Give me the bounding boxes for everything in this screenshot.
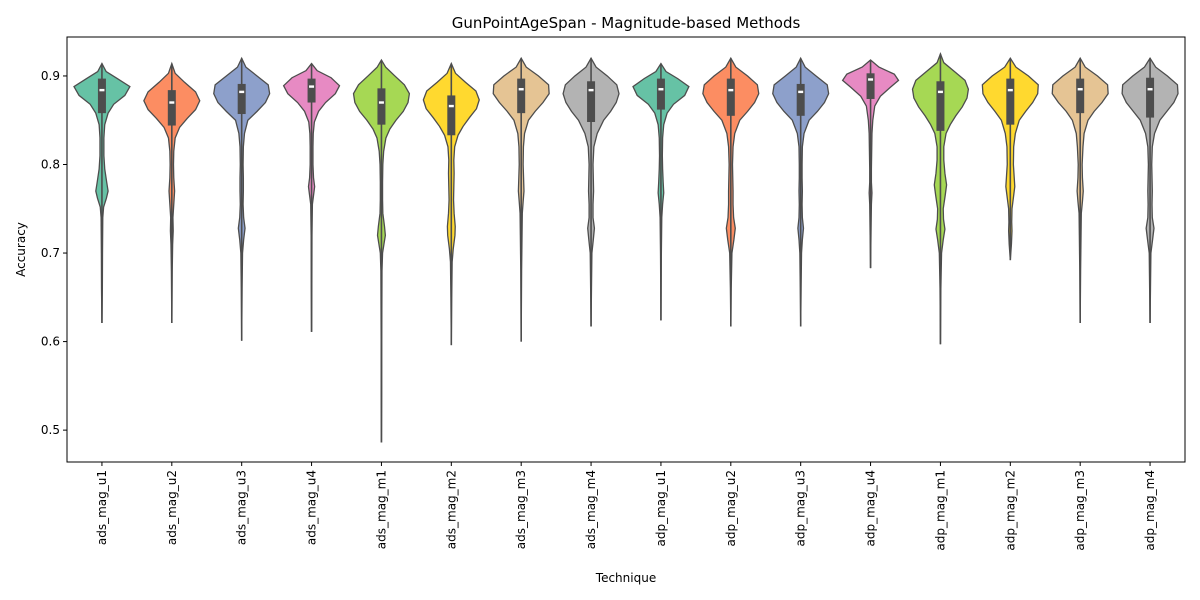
violin-ads_mag_u3 [213,56,271,341]
x-axis-label: Technique [595,571,656,585]
y-tick-label: 0.9 [41,69,60,83]
y-axis: 0.5 0.6 0.7 0.8 0.9 [41,69,67,437]
violin-ads_mag_u1 [73,62,131,323]
y-tick-label: 0.5 [41,423,60,437]
violin-iqr-box [517,78,526,114]
x-tick-label: adp_mag_u1 [654,470,668,547]
violin-iqr-box [796,83,805,116]
violin-iqr-box [307,78,316,103]
violin-ads_mag_u2 [143,61,201,323]
chart-title: GunPointAgeSpan - Magnitude-based Method… [452,14,801,32]
violin-median [239,90,245,94]
violin-adp_mag_u3 [772,56,830,327]
violin-median [1147,88,1153,91]
violin-iqr-box [377,88,386,125]
violin-median [309,85,315,88]
violin-ads_mag_m1 [352,58,411,443]
violin-iqr-box [167,90,176,126]
x-tick-label: ads_mag_u3 [235,470,249,545]
y-tick-label: 0.7 [41,246,60,260]
violin-ads_mag_m3 [492,56,550,342]
x-tick-label: adp_mag_u4 [864,470,878,547]
x-tick-label: ads_mag_u1 [95,470,109,545]
y-axis-label: Accuracy [14,222,28,277]
violin-median [937,90,943,94]
violin-iqr-box [97,78,106,114]
violin-iqr-box [656,78,665,110]
x-tick-label: adp_mag_m3 [1073,470,1087,551]
violin-median [1007,88,1013,92]
x-tick-label: ads_mag_m2 [444,470,458,549]
violin-adp_mag_m4 [1121,57,1179,323]
violin-adp_mag_m3 [1051,56,1109,323]
violin-iqr-box [1006,78,1015,125]
violin-adp_mag_u2 [702,56,760,327]
violin-median [728,88,734,92]
violin-median [1077,88,1083,91]
x-tick-label: adp_mag_m1 [933,470,947,551]
violin-adp_mag_u4 [841,59,900,269]
x-tick-label: ads_mag_m3 [514,470,528,549]
violin-adp_mag_u1 [632,62,690,321]
violin-median [658,88,664,91]
violin-iqr-box [447,95,456,136]
violin-median [448,104,454,108]
violin-median [99,88,105,92]
violin-ads_mag_m2 [422,61,480,346]
x-tick-label: adp_mag_u3 [794,470,808,547]
violin-iqr-box [726,78,735,116]
violin-ads_mag_m4 [562,56,620,327]
violin-iqr-box [1076,78,1085,114]
x-tick-label: adp_mag_m4 [1143,470,1157,551]
x-tick-label: ads_mag_u2 [165,470,179,545]
x-tick-label: ads_mag_u4 [305,470,319,545]
violin-median [798,90,804,94]
x-tick-label: ads_mag_m1 [374,470,388,549]
violin-median [169,101,175,104]
violin-median [518,88,524,91]
plot-area [73,51,1179,443]
x-axis: ads_mag_u1 ads_mag_u2 ads_mag_u3 ads_mag_u4… [95,462,1157,551]
violin-iqr-box [936,81,945,131]
violin-adp_mag_m2 [981,57,1039,261]
violin-iqr-box [866,73,875,99]
x-tick-label: ads_mag_m4 [584,470,598,549]
x-tick-label: adp_mag_u2 [724,470,738,547]
plot-frame [66,36,1186,463]
violin-iqr-box [237,83,246,115]
violin-median [588,88,594,92]
x-tick-label: adp_mag_m2 [1003,470,1017,551]
violin-iqr-box [587,81,596,122]
y-tick-label: 0.8 [41,158,60,172]
violin-ads_mag_u4 [282,62,341,332]
violin-median [868,78,874,81]
violin-adp_mag_m1 [911,51,970,345]
violin-median [378,101,384,104]
violin-iqr-box [1146,77,1155,118]
y-tick-label: 0.6 [41,335,60,349]
